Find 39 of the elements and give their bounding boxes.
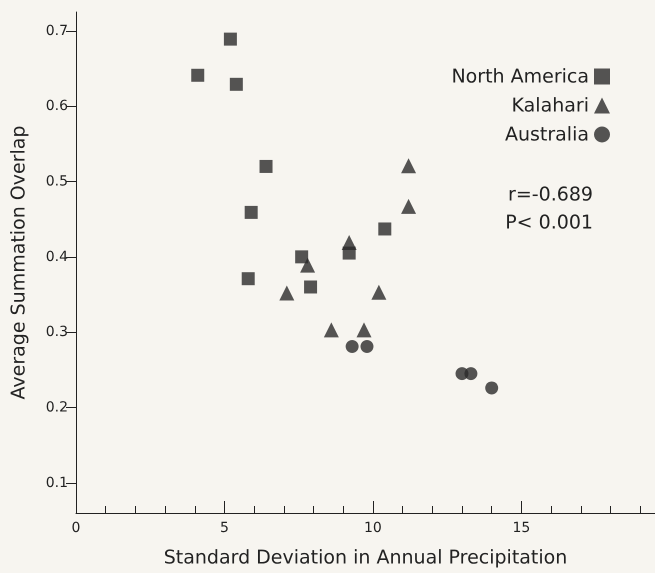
point xyxy=(401,198,416,214)
y-tick-label: 0.5 xyxy=(46,174,68,190)
point xyxy=(342,235,357,250)
y-tick-label: 0.3 xyxy=(46,324,68,340)
y-tick-label: 0.2 xyxy=(46,400,68,416)
y-tick-label: 0.6 xyxy=(46,98,68,114)
point xyxy=(360,340,374,353)
legend-label: Australia xyxy=(504,124,589,146)
x-axis-title: Standard Deviation in Annual Precipitation xyxy=(164,546,568,568)
point xyxy=(242,272,255,286)
legend-label: Kalahari xyxy=(512,94,589,116)
point xyxy=(346,340,359,353)
point xyxy=(324,322,339,338)
point xyxy=(485,381,498,394)
point xyxy=(371,284,386,300)
x-tick-label: 15 xyxy=(512,520,530,536)
point xyxy=(244,206,258,219)
legend-label: North America xyxy=(451,66,589,88)
x-tick-label: 0 xyxy=(72,520,80,536)
point xyxy=(356,322,372,338)
point xyxy=(224,32,237,46)
point xyxy=(260,160,273,173)
point xyxy=(300,258,316,273)
y-tick-label: 0.7 xyxy=(46,22,68,39)
y-tick-label: 0.4 xyxy=(46,248,68,265)
point xyxy=(279,286,294,301)
annotation: r=-0.689 xyxy=(508,184,594,206)
x-tick-label: 10 xyxy=(364,520,382,536)
y-axis-title: Average Summation Overlap xyxy=(8,126,30,400)
annotation: P< 0.001 xyxy=(505,212,593,234)
point xyxy=(401,158,416,174)
point xyxy=(464,367,478,380)
point xyxy=(304,280,318,294)
x-tick-label: 5 xyxy=(220,520,229,536)
point xyxy=(230,78,243,91)
point xyxy=(378,222,392,236)
y-tick-label: 0.1 xyxy=(46,474,68,491)
point xyxy=(191,68,204,82)
point xyxy=(295,250,308,264)
